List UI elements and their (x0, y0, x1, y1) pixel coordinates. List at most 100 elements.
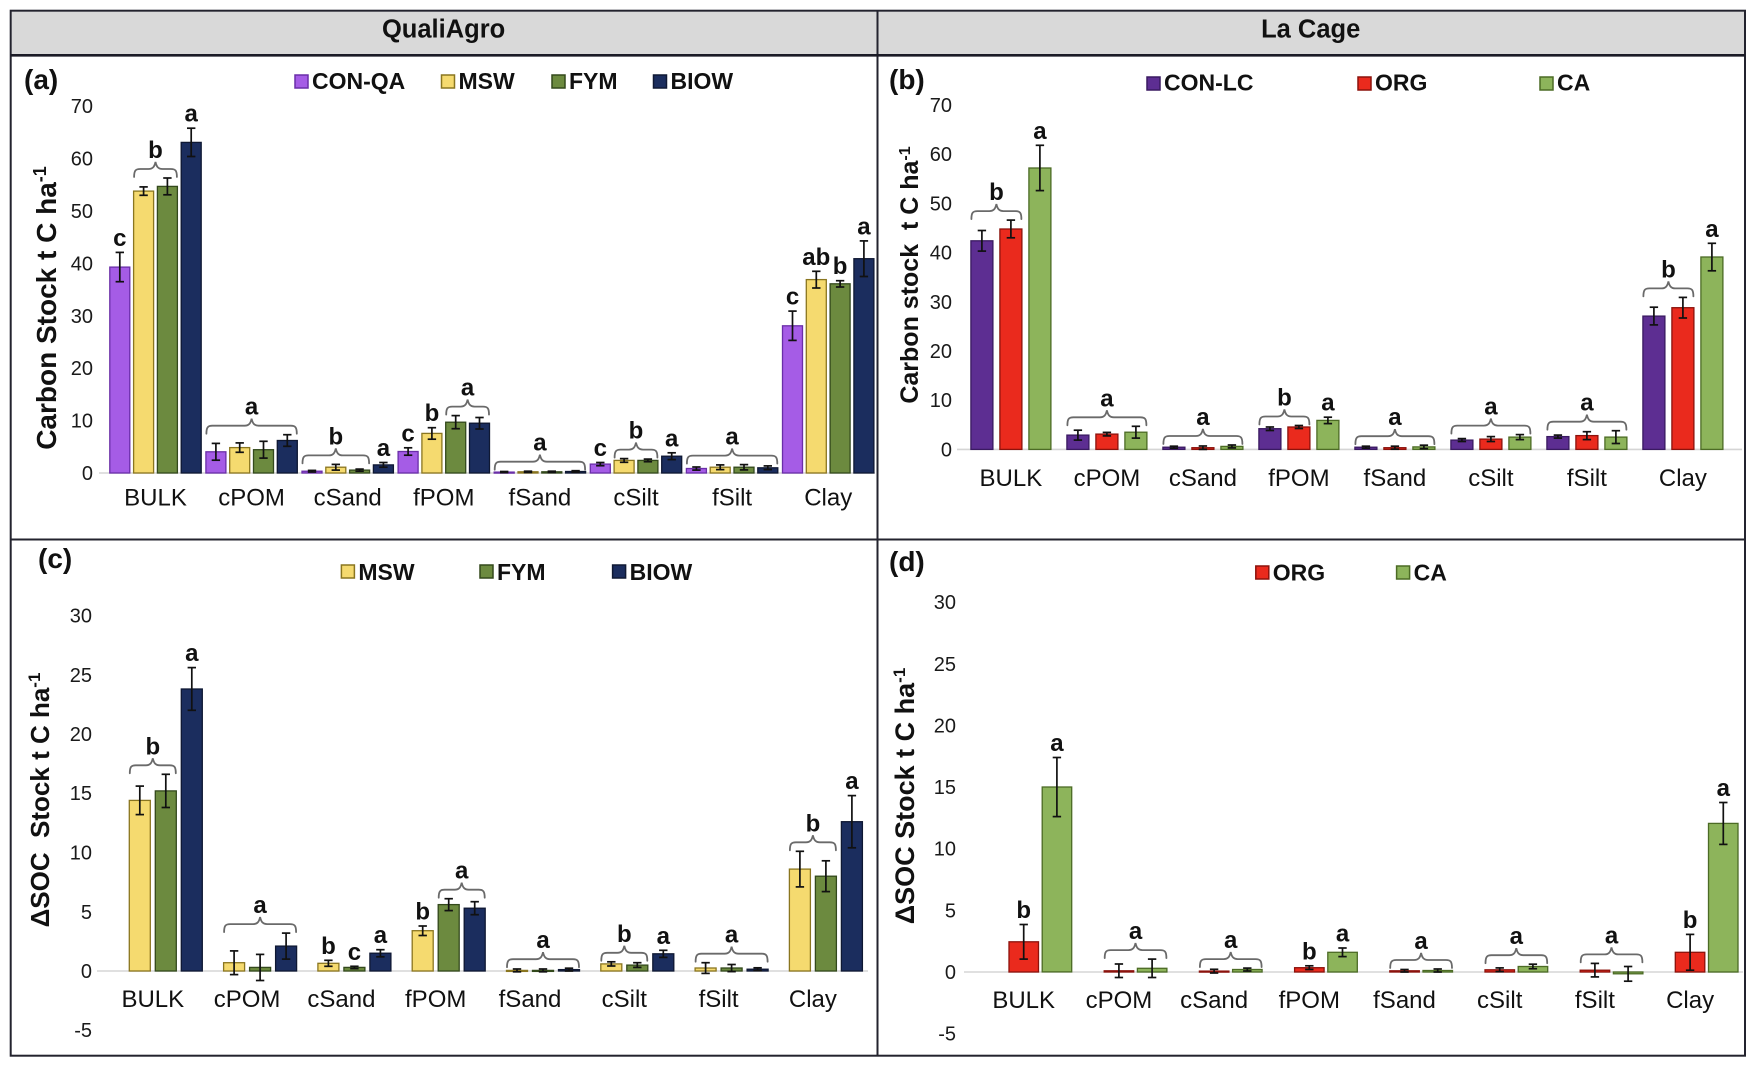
svg-text:b: b (1661, 256, 1676, 283)
svg-text:a: a (845, 768, 859, 795)
svg-text:a: a (1414, 928, 1428, 955)
svg-text:Clay: Clay (1666, 987, 1714, 1014)
svg-text:a: a (725, 922, 739, 949)
svg-text:ΔSOC Stock t C ha-1: ΔSOC Stock t C ha-1 (25, 673, 55, 928)
svg-text:a: a (374, 922, 388, 949)
svg-text:FYM: FYM (569, 68, 618, 94)
svg-text:Clay: Clay (1659, 465, 1707, 492)
svg-text:a: a (1705, 216, 1719, 243)
svg-text:20: 20 (934, 715, 956, 737)
svg-text:MSW: MSW (358, 559, 415, 585)
svg-text:b: b (321, 933, 336, 960)
svg-text:BIOW: BIOW (671, 68, 734, 94)
svg-text:a: a (1388, 404, 1402, 431)
svg-text:cSand: cSand (1180, 987, 1248, 1014)
svg-text:30: 30 (930, 292, 952, 314)
svg-text:BULK: BULK (980, 465, 1043, 492)
svg-text:10: 10 (70, 843, 92, 865)
svg-text:CA: CA (1414, 560, 1447, 586)
svg-text:b: b (1683, 907, 1698, 934)
svg-text:MSW: MSW (459, 68, 516, 94)
svg-text:a: a (857, 213, 871, 240)
svg-text:5: 5 (945, 900, 956, 922)
svg-text:cSand: cSand (1169, 465, 1237, 492)
svg-text:BULK: BULK (121, 986, 184, 1013)
svg-text:b: b (415, 899, 430, 926)
svg-text:fPOM: fPOM (405, 986, 466, 1013)
svg-text:c: c (348, 939, 361, 966)
svg-text:a: a (253, 892, 267, 919)
svg-text:FYM: FYM (497, 559, 546, 585)
svg-text:Carbon Stock t C ha-1: Carbon Stock t C ha-1 (30, 166, 62, 450)
svg-text:fSand: fSand (1364, 465, 1427, 492)
svg-text:50: 50 (71, 201, 93, 223)
svg-text:c: c (786, 284, 799, 311)
svg-text:a: a (1129, 918, 1143, 945)
svg-text:b: b (617, 921, 632, 948)
svg-text:10: 10 (71, 411, 93, 433)
svg-text:cPOM: cPOM (1074, 465, 1141, 492)
svg-text:CA: CA (1557, 70, 1590, 96)
svg-text:(b): (b) (889, 64, 925, 95)
svg-text:a: a (657, 923, 671, 950)
svg-text:a: a (1033, 118, 1047, 145)
svg-text:Clay: Clay (804, 485, 852, 512)
svg-text:CON-QA: CON-QA (312, 68, 405, 94)
svg-text:10: 10 (930, 390, 952, 412)
svg-text:b: b (1277, 385, 1292, 412)
svg-text:cSilt: cSilt (602, 986, 648, 1013)
svg-text:cSilt: cSilt (1468, 465, 1514, 492)
svg-text:BULK: BULK (124, 485, 187, 512)
svg-text:fPOM: fPOM (1279, 987, 1340, 1014)
svg-text:b: b (145, 733, 160, 760)
svg-text:ORG: ORG (1273, 560, 1325, 586)
svg-text:cSand: cSand (314, 485, 382, 512)
svg-text:a: a (1484, 394, 1498, 421)
svg-text:0: 0 (941, 439, 952, 461)
svg-text:b: b (1302, 938, 1317, 965)
svg-text:cSand: cSand (307, 986, 375, 1013)
svg-text:fPOM: fPOM (1268, 465, 1329, 492)
svg-text:b: b (328, 423, 343, 450)
svg-text:40: 40 (71, 253, 93, 275)
svg-text:BULK: BULK (992, 987, 1055, 1014)
svg-text:La Cage: La Cage (1261, 16, 1360, 44)
svg-text:a: a (725, 424, 739, 451)
svg-text:25: 25 (934, 654, 956, 676)
svg-text:fPOM: fPOM (413, 485, 474, 512)
svg-text:QualiAgro: QualiAgro (382, 16, 505, 44)
svg-text:cSilt: cSilt (1477, 987, 1523, 1014)
svg-text:70: 70 (930, 95, 952, 117)
svg-text:0: 0 (945, 962, 956, 984)
svg-text:c: c (401, 420, 414, 447)
svg-text:a: a (533, 430, 547, 457)
svg-text:20: 20 (71, 358, 93, 380)
svg-text:CON-LC: CON-LC (1164, 70, 1253, 96)
svg-text:30: 30 (71, 306, 93, 328)
svg-text:a: a (1717, 775, 1731, 802)
svg-text:fSand: fSand (509, 485, 572, 512)
svg-text:20: 20 (930, 341, 952, 363)
svg-text:0: 0 (81, 961, 92, 983)
svg-text:60: 60 (71, 149, 93, 171)
svg-text:a: a (536, 927, 550, 954)
svg-text:Carbon stock t C ha-1: Carbon stock t C ha-1 (896, 146, 924, 403)
svg-text:5: 5 (81, 902, 92, 924)
svg-text:70: 70 (71, 96, 93, 118)
svg-text:fSilt: fSilt (1567, 465, 1607, 492)
svg-text:fSand: fSand (1373, 987, 1436, 1014)
svg-text:15: 15 (70, 783, 92, 805)
svg-text:b: b (833, 253, 848, 280)
svg-text:a: a (1321, 390, 1335, 417)
svg-text:10: 10 (934, 839, 956, 861)
svg-text:cSilt: cSilt (613, 485, 659, 512)
svg-text:(a): (a) (24, 64, 58, 95)
svg-text:ΔSOC Stock t C ha-1: ΔSOC Stock t C ha-1 (890, 668, 920, 925)
svg-text:30: 30 (70, 606, 92, 628)
svg-text:a: a (1580, 390, 1594, 417)
svg-text:ab: ab (802, 244, 830, 271)
svg-text:a: a (1336, 921, 1350, 948)
svg-text:c: c (113, 225, 126, 252)
svg-text:b: b (629, 418, 644, 445)
svg-text:a: a (455, 858, 469, 885)
